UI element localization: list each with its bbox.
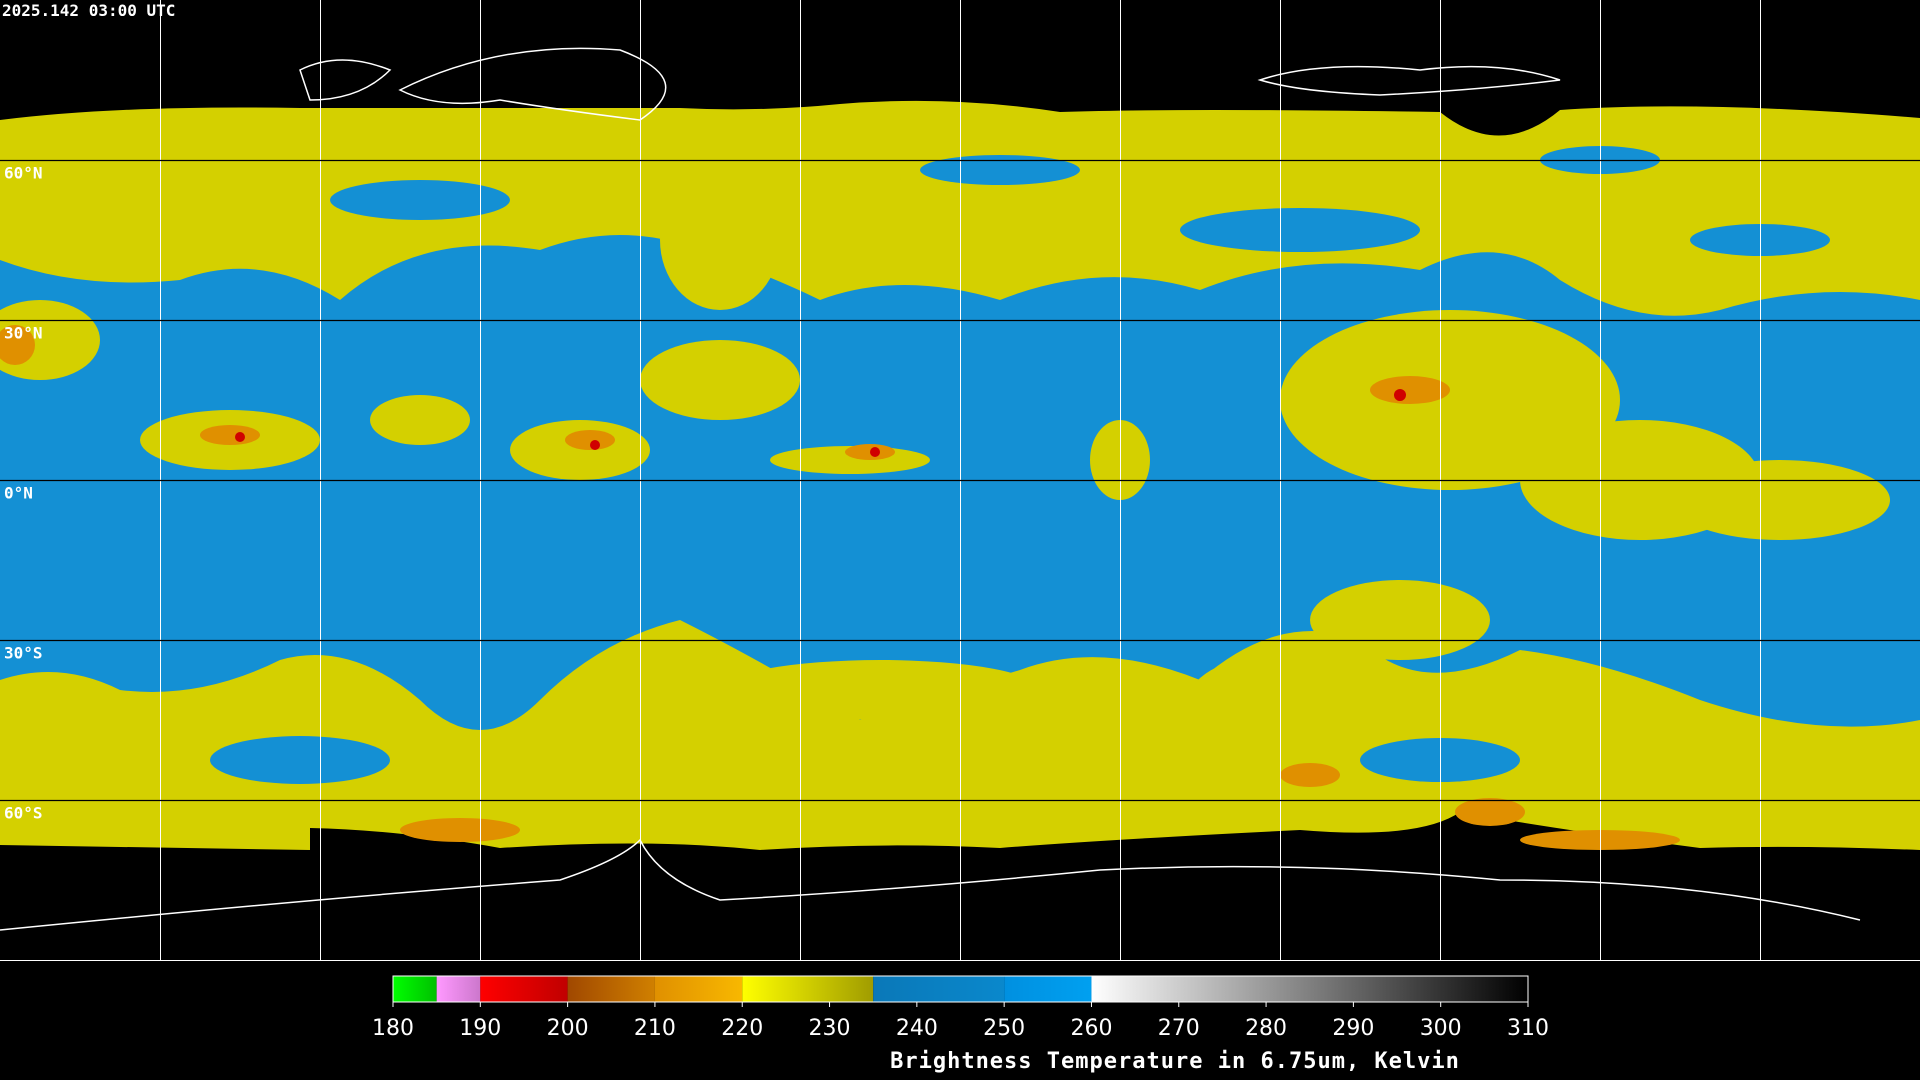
- colorbar-tick-label: 300: [1420, 1016, 1462, 1041]
- colorbar-segment: [654, 976, 743, 1002]
- coastlines: [0, 47, 1861, 931]
- latitude-label: 0°N: [4, 484, 33, 503]
- colorbar-tick-label: 220: [721, 1016, 763, 1041]
- colorbar-segment: [567, 976, 655, 1002]
- colorbar-tick-label: 230: [809, 1016, 851, 1041]
- colorbar-segment: [436, 976, 481, 1002]
- latitude-label: 60°N: [4, 164, 43, 183]
- colorbar-tick-label: 190: [459, 1016, 501, 1041]
- colorbar-segment: [393, 976, 437, 1002]
- colorbar-tick-label: 200: [547, 1016, 589, 1041]
- colorbar-segment: [873, 976, 1005, 1002]
- colorbar-tick-label: 310: [1507, 1016, 1549, 1041]
- colorbar-frame: [392, 975, 1529, 1003]
- colorbar-tick-label: 240: [896, 1016, 938, 1041]
- colorbar-tick-label: 280: [1245, 1016, 1287, 1041]
- map-bottom-border: [0, 960, 1920, 961]
- colorbar-tick-label: 250: [983, 1016, 1025, 1041]
- colorbar-tick-label: 180: [372, 1016, 414, 1041]
- colorbar-segment: [742, 976, 874, 1002]
- colorbar-tick-label: 260: [1070, 1016, 1112, 1041]
- colorbar-segment: [480, 976, 568, 1002]
- colorbar-tick-label: 270: [1158, 1016, 1200, 1041]
- timestamp: 2025.142 03:00 UTC: [2, 1, 175, 20]
- colorbar-label: Brightness Temperature in 6.75um, Kelvin: [890, 1049, 1460, 1074]
- latitude-label: 30°N: [4, 324, 43, 343]
- latitude-label: 60°S: [4, 804, 43, 823]
- colorbar-segment: [1004, 976, 1092, 1002]
- colorbar-segment: [1091, 976, 1528, 1002]
- colorbar-tick-label: 290: [1332, 1016, 1374, 1041]
- colorbar-tick-label: 210: [634, 1016, 676, 1041]
- latitude-label: 30°S: [4, 644, 43, 663]
- graticule: [160, 0, 1761, 960]
